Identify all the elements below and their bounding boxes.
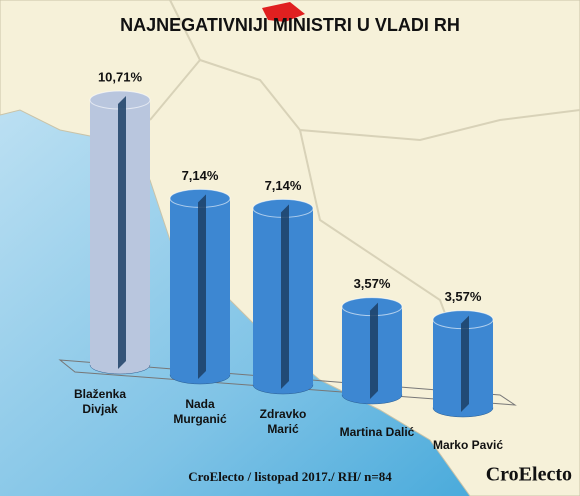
category-label: Zdravko Marić — [259, 407, 307, 436]
value-label: 10,71% — [98, 69, 143, 84]
value-label: 7,14% — [265, 178, 302, 193]
region-highlight — [262, 2, 305, 22]
category-label: Blaženka Divjak — [73, 387, 127, 416]
bar-shade — [198, 194, 206, 379]
watermark: CroElecto — [486, 464, 572, 486]
category-label: Nada Murganić — [173, 397, 227, 426]
bar-shade — [118, 96, 126, 369]
value-label: 7,14% — [182, 168, 219, 183]
category-label: Martina Dalić — [339, 425, 415, 439]
category-label: Marko Pavić — [432, 438, 504, 452]
chart-title: NAJNEGATIVNIJI MINISTRI U VLADI RH — [120, 15, 460, 35]
footer: CroElecto / listopad 2017./ RH/ n=84 — [188, 469, 392, 484]
bar-shade — [281, 204, 289, 389]
bar-shade — [370, 302, 378, 399]
value-label: 3,57% — [445, 289, 482, 304]
value-label: 3,57% — [354, 276, 391, 291]
bar-shade — [461, 315, 469, 412]
